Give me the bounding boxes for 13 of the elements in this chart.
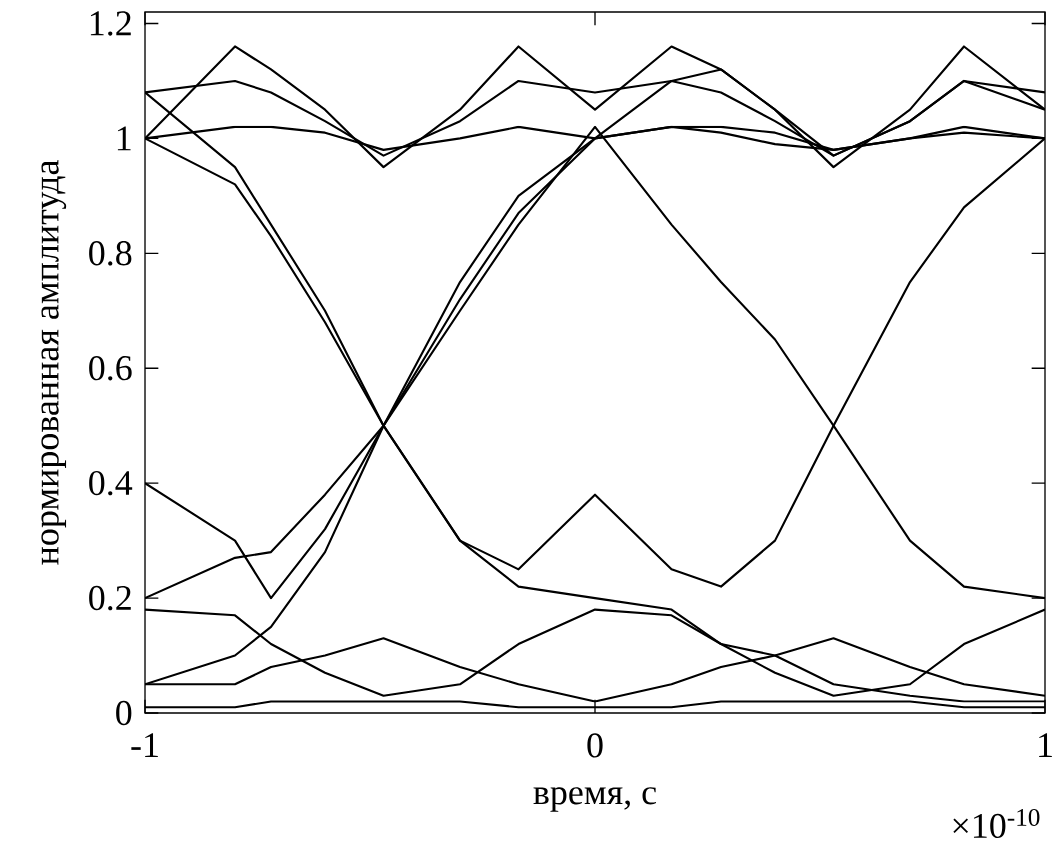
y-tick-label: 0.8 [89, 241, 132, 266]
y-axis-title: нормированная амплитуда [41, 160, 67, 565]
y-tick-label: 0 [116, 700, 132, 726]
y-tick-label: 0.2 [89, 585, 131, 611]
text: ×10$^{-10}$ [953, 808, 1040, 839]
y-tick-label: 0.4 [89, 470, 133, 496]
x-tick-label: 1 [1039, 733, 1052, 758]
x-axis-title: время, с [533, 787, 657, 812]
y-tick-label: 0.6 [89, 356, 132, 381]
y-tick-label: 1.2 [90, 11, 131, 36]
y-tick-label: 1 [117, 126, 131, 151]
x-tick-label: -1 [131, 733, 158, 758]
x-tick-label: 0 [587, 733, 603, 758]
